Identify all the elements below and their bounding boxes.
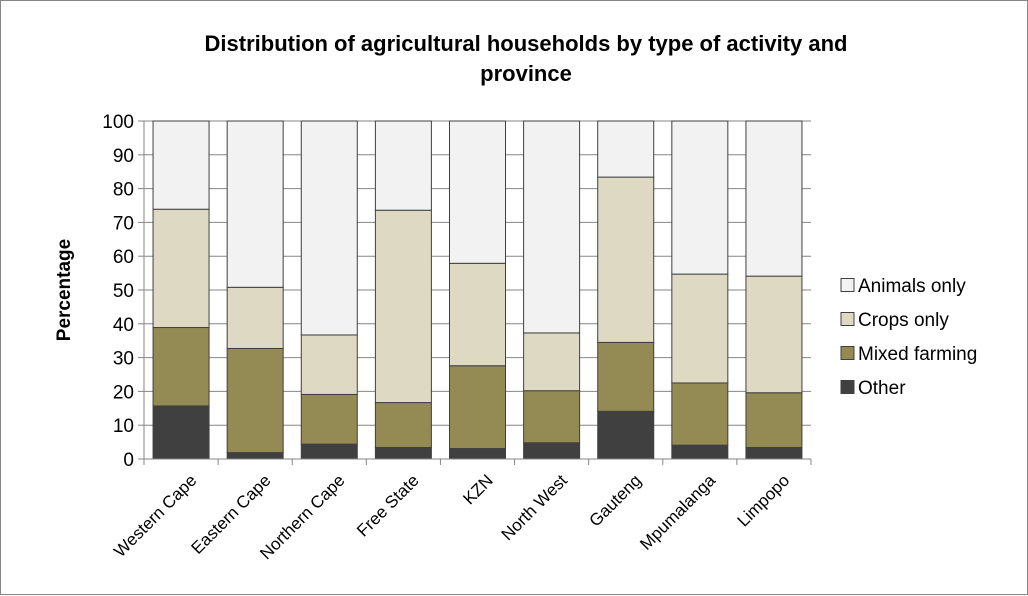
x-tick-label: Western Cape xyxy=(110,471,200,561)
y-tick-label: 10 xyxy=(113,416,134,437)
bar-segment xyxy=(449,262,506,367)
bar-segment xyxy=(597,410,655,460)
legend-label: Mixed farming xyxy=(858,344,977,365)
bar-segment xyxy=(745,392,803,449)
bar-segment xyxy=(597,176,655,343)
y-tick-label: 90 xyxy=(113,146,134,167)
bar-segment xyxy=(671,382,729,446)
bar-segment xyxy=(300,334,358,395)
bar-segment xyxy=(523,120,581,334)
bar-segment xyxy=(374,402,432,449)
y-tick-label: 20 xyxy=(113,382,134,403)
bar-segment xyxy=(300,393,358,445)
x-tick-label: KZN xyxy=(459,471,496,508)
bar-segment xyxy=(523,442,581,460)
y-tick-label: 60 xyxy=(113,247,134,268)
bar-segment xyxy=(152,208,210,329)
bar-segment xyxy=(597,120,655,178)
legend: Animals only Crops only Mixed farming Other xyxy=(840,276,977,399)
legend-label: Animals only xyxy=(858,276,966,297)
y-tick-label: 30 xyxy=(113,349,134,370)
y-tick-label: 80 xyxy=(113,180,134,201)
bar-segment xyxy=(226,286,284,349)
bar-segment xyxy=(745,120,803,277)
bar-segment xyxy=(152,405,210,460)
bar-segment xyxy=(671,273,729,384)
bar-segment xyxy=(226,452,284,460)
y-tick-label: 50 xyxy=(113,281,134,302)
bar-segment xyxy=(597,341,655,412)
chart-title-line-1: Distribution of agricultural households … xyxy=(205,31,848,56)
x-tick-label: Mpumalanga xyxy=(636,470,719,553)
bar-segment xyxy=(374,120,432,211)
bar-segment xyxy=(226,347,284,454)
bar-stacks xyxy=(152,120,803,460)
bar-segment xyxy=(449,448,506,460)
y-axis-label: Percentage xyxy=(54,239,75,341)
chart-title-line-2: province xyxy=(480,61,572,86)
bar-segment xyxy=(671,120,729,275)
bar-segment xyxy=(374,209,432,404)
bar-segment xyxy=(523,390,581,444)
x-tick-label: Gauteng xyxy=(585,471,645,531)
bar-segment xyxy=(374,447,432,460)
bar-segment xyxy=(152,120,210,210)
bar-segment xyxy=(300,120,358,336)
bar-segment xyxy=(523,332,581,392)
legend-swatch xyxy=(840,312,855,326)
bar-segment xyxy=(449,120,506,264)
legend-swatch xyxy=(840,278,855,292)
x-tick-label: North West xyxy=(498,471,572,545)
x-tick-label: Limpopo xyxy=(734,471,794,531)
bar-segment xyxy=(449,365,506,450)
legend-label: Crops only xyxy=(858,310,949,331)
axes xyxy=(143,121,812,465)
bar-segment xyxy=(745,275,803,394)
y-tick-label: 40 xyxy=(113,315,134,336)
legend-swatch xyxy=(840,380,855,394)
y-tick-label: 70 xyxy=(113,213,134,234)
bar-segment xyxy=(152,327,210,407)
x-tick-label: Free State xyxy=(353,471,423,541)
bar-segment xyxy=(300,443,358,460)
legend-label: Other xyxy=(858,378,906,399)
bar-segment xyxy=(745,447,803,460)
y-tick-label: 0 xyxy=(123,450,134,471)
bar-segment xyxy=(226,120,284,288)
y-tick-labels: 0 10 20 30 40 50 60 70 80 90 100 xyxy=(102,112,134,471)
legend-swatch xyxy=(840,346,855,360)
bar-segment xyxy=(671,444,729,460)
y-tick-label: 100 xyxy=(102,112,134,133)
